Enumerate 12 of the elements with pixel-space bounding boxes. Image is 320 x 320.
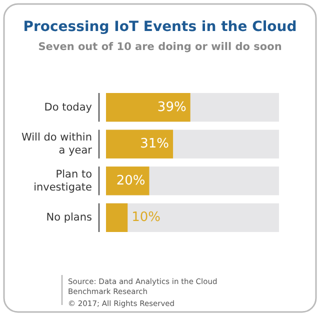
data-label: 39% xyxy=(157,100,186,115)
data-label: 31% xyxy=(140,136,170,152)
bar xyxy=(106,166,150,196)
y-tick-label: Do today xyxy=(44,101,92,114)
data-label: 20% xyxy=(116,173,146,188)
chart-title: Processing IoT Events in the Cloud xyxy=(23,19,297,35)
bar xyxy=(106,203,128,232)
y-tick-label: Will do within a year xyxy=(21,132,93,157)
data-label: 10% xyxy=(132,210,161,226)
chart-subtitle: Seven out of 10 are doing or will do soon xyxy=(38,41,282,53)
y-tick-label: No plans xyxy=(46,212,92,224)
y-tick-label: Plan to investigate xyxy=(34,168,92,194)
